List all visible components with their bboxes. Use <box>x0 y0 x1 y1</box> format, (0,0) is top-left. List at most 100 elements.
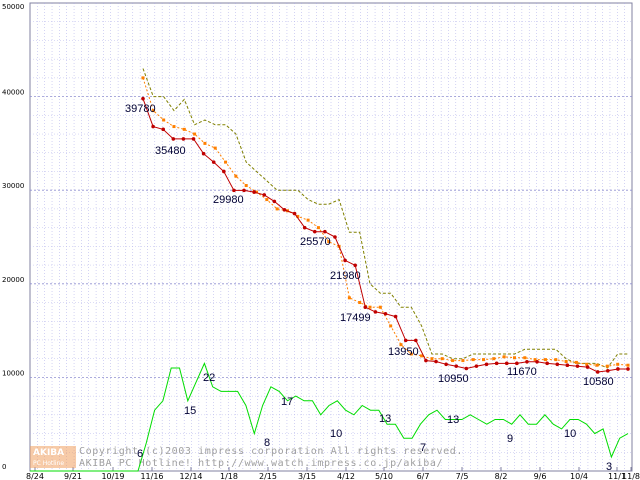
price-label: 10950 <box>438 373 469 385</box>
avg-point <box>574 360 578 364</box>
min-point <box>474 364 479 368</box>
y-tick-label: 50000 <box>2 3 24 11</box>
x-tick-label: 4/12 <box>337 472 355 480</box>
avg-point <box>378 305 382 309</box>
avg-point <box>595 363 599 367</box>
avg-point <box>255 190 259 194</box>
price-label: 17499 <box>340 312 371 324</box>
min-point <box>504 361 509 366</box>
y-tick-label: 0 <box>2 463 6 471</box>
avg-point <box>523 356 527 360</box>
min-point <box>242 188 246 193</box>
series-line-0 <box>142 68 628 369</box>
avg-point <box>502 355 506 359</box>
avg-point <box>482 358 486 362</box>
avg-point <box>172 125 176 129</box>
logo-bottom-text: PC Hotline <box>33 460 64 467</box>
avg-point <box>244 184 248 188</box>
min-point <box>464 366 469 371</box>
avg-point <box>316 226 320 230</box>
min-point <box>616 367 620 371</box>
min-point <box>585 365 590 369</box>
x-tick-label: 10/19 <box>101 472 124 480</box>
min-point <box>444 362 448 367</box>
min-point <box>201 151 206 156</box>
price-label: 35480 <box>155 145 186 157</box>
avg-point <box>492 357 496 361</box>
avg-point <box>420 354 424 358</box>
x-tick-label: 11/16 <box>140 472 163 480</box>
x-tick-label: 2/15 <box>259 472 277 480</box>
avg-point <box>162 118 166 122</box>
data-labels: 39780 35480 29980 25570 21980 17499 13950 10950… <box>125 103 614 473</box>
x-tick-label: 9/6 <box>534 472 547 480</box>
avg-point <box>389 324 393 328</box>
avg-point <box>224 160 228 164</box>
count-label: 10 <box>330 428 342 440</box>
avg-point <box>533 358 537 362</box>
avg-point <box>409 352 413 356</box>
min-point <box>141 96 145 101</box>
avg-point <box>306 218 310 222</box>
x-tick-label: 7/5 <box>456 472 469 480</box>
avg-point <box>564 359 568 363</box>
min-point <box>525 359 529 364</box>
chart-grid <box>29 2 633 472</box>
x-tick-label: 6/7 <box>417 472 430 480</box>
min-point <box>393 314 398 319</box>
count-label: 3 <box>606 461 612 473</box>
min-point <box>494 361 499 366</box>
x-tick-label: 11/1 <box>608 472 626 480</box>
count-label: 10 <box>564 428 576 440</box>
avg-point <box>213 146 217 150</box>
min-point <box>333 235 337 239</box>
avg-point <box>616 362 620 366</box>
x-tick-label: 5/10 <box>375 472 393 480</box>
price-label: 13950 <box>388 346 419 358</box>
min-point <box>545 361 549 366</box>
min-point <box>454 364 459 368</box>
x-tick-label: 1/18 <box>220 472 238 480</box>
min-point <box>515 361 519 366</box>
price-label: 11670 <box>507 366 537 378</box>
logo-top-text: AKIBA <box>33 448 64 458</box>
min-point <box>151 124 155 129</box>
credit-line-1: Copyright (c)2003 impress corporation Al… <box>79 446 463 457</box>
min-point <box>575 364 580 368</box>
min-point <box>363 305 368 310</box>
count-label: 8 <box>264 437 270 449</box>
min-point <box>414 338 418 343</box>
avg-point <box>151 109 155 113</box>
avg-point <box>358 301 362 305</box>
count-label: 13 <box>447 414 459 426</box>
min-point <box>383 311 388 316</box>
min-point <box>191 137 196 141</box>
avg-point <box>430 357 434 361</box>
min-point <box>161 127 166 132</box>
min-point <box>282 208 287 212</box>
min-point <box>595 370 600 374</box>
credit-line-2: AKIBA PC Hotline! http://www.watch.impre… <box>79 458 443 469</box>
avg-point <box>585 362 589 366</box>
min-point <box>535 359 539 364</box>
x-tick-label: 3/15 <box>298 472 316 480</box>
avg-point <box>471 358 475 362</box>
avg-point <box>399 343 403 347</box>
avg-point <box>275 207 279 211</box>
avg-point <box>554 358 558 362</box>
count-label: 6 <box>137 448 143 460</box>
series-line-2 <box>142 98 628 373</box>
min-point <box>343 258 347 263</box>
price-label: 21980 <box>330 270 361 282</box>
min-point <box>292 211 297 216</box>
y-tick-label: 10000 <box>2 369 24 377</box>
avg-point <box>605 364 609 368</box>
min-point <box>222 169 226 174</box>
avg-point <box>368 305 372 309</box>
x-axis: 8/24 9/21 10/19 11/16 12/14 1/18 2/15 3/15 4/12 5… <box>26 467 640 480</box>
avg-point <box>296 214 300 218</box>
x-tick-label: 10/4 <box>570 472 588 480</box>
y-axis: 0 10000 20000 30000 40000 50000 <box>2 3 24 471</box>
avg-point <box>193 132 197 136</box>
min-point <box>434 359 438 364</box>
